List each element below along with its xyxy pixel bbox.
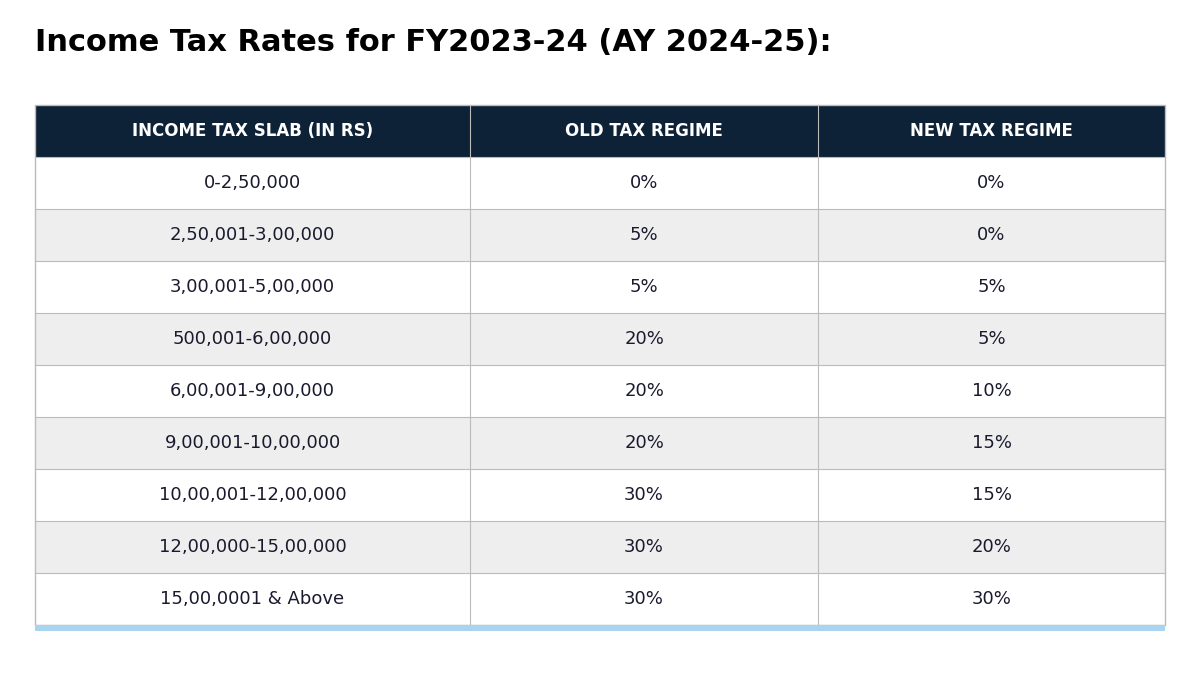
Text: 6,00,001-9,00,000: 6,00,001-9,00,000 [170,382,335,400]
FancyBboxPatch shape [35,469,470,521]
Text: 20%: 20% [972,538,1012,556]
Text: 0%: 0% [977,174,1006,192]
FancyBboxPatch shape [470,105,818,157]
FancyBboxPatch shape [818,365,1165,417]
FancyBboxPatch shape [818,313,1165,365]
FancyBboxPatch shape [470,157,818,209]
Text: 15%: 15% [972,486,1012,504]
FancyBboxPatch shape [470,313,818,365]
Text: 9,00,001-10,00,000: 9,00,001-10,00,000 [164,434,341,452]
FancyBboxPatch shape [818,261,1165,313]
Text: 0%: 0% [977,226,1006,244]
FancyBboxPatch shape [818,209,1165,261]
Text: 20%: 20% [624,330,664,348]
FancyBboxPatch shape [35,573,470,625]
Text: 0-2,50,000: 0-2,50,000 [204,174,301,192]
Text: INCOME TAX SLAB (IN RS): INCOME TAX SLAB (IN RS) [132,122,373,140]
FancyBboxPatch shape [35,261,470,313]
Text: 15%: 15% [972,434,1012,452]
FancyBboxPatch shape [470,573,818,625]
FancyBboxPatch shape [818,469,1165,521]
Text: 30%: 30% [624,486,664,504]
Text: 500,001-6,00,000: 500,001-6,00,000 [173,330,332,348]
FancyBboxPatch shape [818,105,1165,157]
FancyBboxPatch shape [35,157,470,209]
FancyBboxPatch shape [818,417,1165,469]
Text: 0%: 0% [630,174,659,192]
Text: OLD TAX REGIME: OLD TAX REGIME [565,122,724,140]
FancyBboxPatch shape [35,365,470,417]
FancyBboxPatch shape [35,313,470,365]
FancyBboxPatch shape [470,365,818,417]
FancyBboxPatch shape [470,261,818,313]
FancyBboxPatch shape [818,157,1165,209]
Text: 30%: 30% [624,590,664,608]
Text: NEW TAX REGIME: NEW TAX REGIME [910,122,1073,140]
Text: 3,00,001-5,00,000: 3,00,001-5,00,000 [170,278,335,296]
Text: 30%: 30% [972,590,1012,608]
Text: 5%: 5% [977,278,1006,296]
FancyBboxPatch shape [35,105,470,157]
Text: 10%: 10% [972,382,1012,400]
FancyBboxPatch shape [470,469,818,521]
FancyBboxPatch shape [35,417,470,469]
Text: 2,50,001-3,00,000: 2,50,001-3,00,000 [170,226,335,244]
FancyBboxPatch shape [35,625,1165,631]
Text: 12,00,000-15,00,000: 12,00,000-15,00,000 [158,538,347,556]
FancyBboxPatch shape [35,521,470,573]
Text: 5%: 5% [630,278,659,296]
FancyBboxPatch shape [470,521,818,573]
FancyBboxPatch shape [818,573,1165,625]
Text: 10,00,001-12,00,000: 10,00,001-12,00,000 [158,486,347,504]
Text: 5%: 5% [630,226,659,244]
Text: 20%: 20% [624,382,664,400]
Text: Income Tax Rates for FY2023-24 (AY 2024-25):: Income Tax Rates for FY2023-24 (AY 2024-… [35,28,832,57]
FancyBboxPatch shape [470,209,818,261]
Text: 20%: 20% [624,434,664,452]
Text: 30%: 30% [624,538,664,556]
Text: 15,00,0001 & Above: 15,00,0001 & Above [161,590,344,608]
FancyBboxPatch shape [470,417,818,469]
FancyBboxPatch shape [818,521,1165,573]
FancyBboxPatch shape [35,209,470,261]
Text: 5%: 5% [977,330,1006,348]
